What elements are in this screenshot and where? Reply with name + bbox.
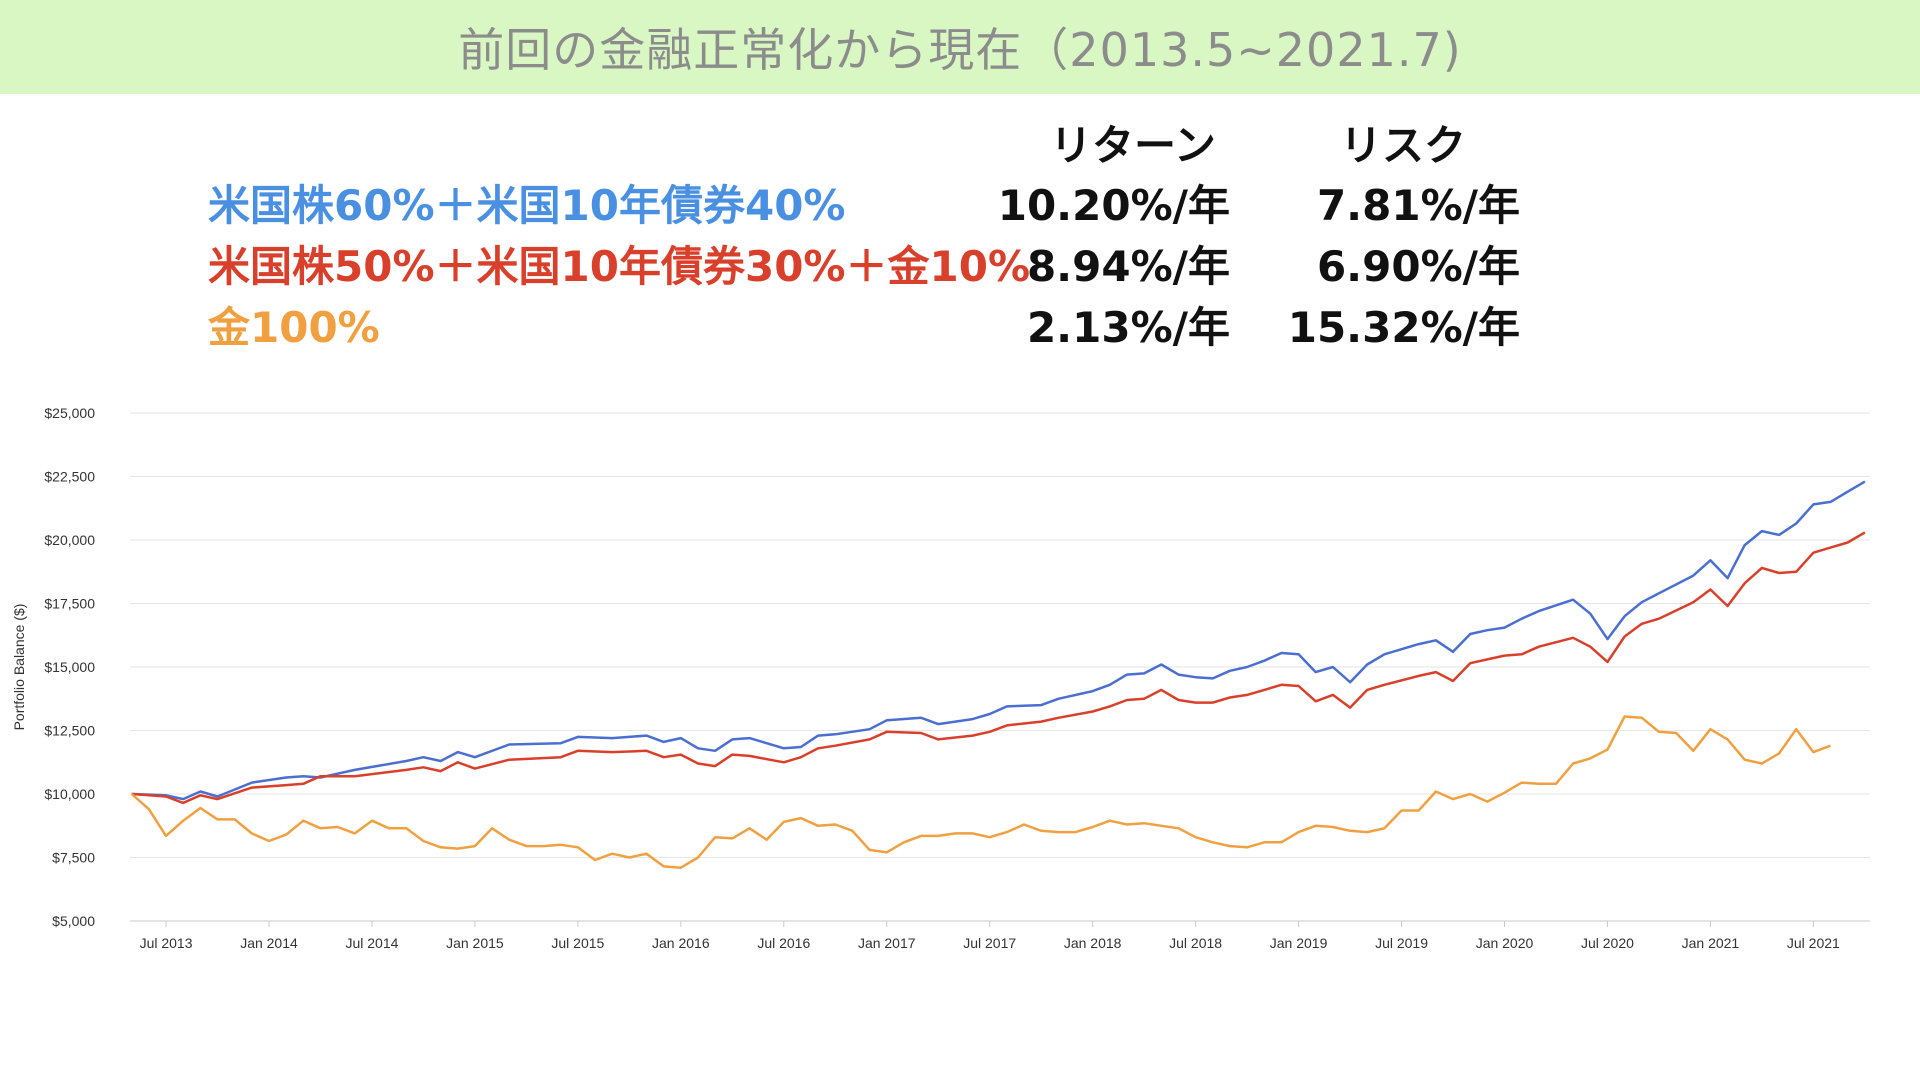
portfolio-risk-2: 6.90%/年 — [1316, 242, 1520, 291]
y-tick-label: $15,000 — [44, 659, 95, 675]
x-tick-label: Jan 2014 — [240, 935, 298, 951]
title-bar: 前回の金融正常化から現在（2013.5~2021.7) — [0, 0, 1920, 94]
y-tick-label: $20,000 — [44, 532, 95, 548]
balance-line-chart: $5,000 $7,500 $10,000 $12,500 $15,000 $17,500… — [11, 405, 1870, 951]
x-axis-ticks: Jul 2013 Jan 2014 Jul 2014 Jan 2015 Jul 2015… — [140, 921, 1840, 951]
portfolio-return-2: 8.94%/年 — [1026, 242, 1230, 291]
series-line-3 — [130, 715, 1831, 869]
y-tick-label: $17,500 — [44, 596, 95, 612]
x-tick-label: Jan 2020 — [1476, 935, 1534, 951]
x-tick-label: Jul 2013 — [140, 935, 193, 951]
x-tick-label: Jul 2019 — [1375, 935, 1428, 951]
x-tick-label: Jan 2018 — [1064, 935, 1122, 951]
chart-grid — [130, 412, 1870, 922]
x-tick-label: Jul 2016 — [757, 935, 810, 951]
y-tick-label: $5,000 — [52, 913, 95, 929]
y-axis-label: Portfolio Balance ($) — [11, 604, 27, 731]
y-tick-label: $10,000 — [44, 786, 95, 802]
series-line-2 — [131, 531, 1866, 805]
portfolio-return-3: 2.13%/年 — [1026, 303, 1230, 352]
portfolio-label-3: 金100% — [208, 303, 380, 352]
y-tick-label: $22,500 — [44, 469, 95, 485]
x-tick-label: Jan 2016 — [652, 935, 710, 951]
return-header: リターン — [1050, 121, 1216, 170]
portfolio-label-2: 米国株50%＋米国10年債券30%＋金10% — [208, 242, 1031, 291]
x-tick-label: Jul 2015 — [551, 935, 604, 951]
x-tick-label: Jan 2017 — [858, 935, 916, 951]
y-tick-label: $25,000 — [44, 405, 95, 421]
x-tick-label: Jul 2017 — [963, 935, 1016, 951]
portfolio-risk-3: 15.32%/年 — [1287, 303, 1520, 352]
x-tick-label: Jan 2021 — [1682, 935, 1740, 951]
x-tick-label: Jan 2019 — [1270, 935, 1328, 951]
y-tick-label: $12,500 — [44, 723, 95, 739]
y-axis-ticks: $5,000 $7,500 $10,000 $12,500 $15,000 $17,500… — [44, 405, 95, 929]
x-tick-label: Jul 2018 — [1169, 935, 1222, 951]
portfolio-return-1: 10.20%/年 — [997, 181, 1230, 230]
page-title: 前回の金融正常化から現在（2013.5~2021.7) — [458, 23, 1462, 77]
risk-header: リスク — [1340, 121, 1467, 170]
portfolio-risk-1: 7.81%/年 — [1316, 181, 1520, 230]
x-tick-label: Jul 2014 — [345, 935, 398, 951]
y-tick-label: $7,500 — [52, 850, 95, 866]
x-tick-label: Jan 2015 — [446, 935, 504, 951]
chart-series — [130, 480, 1866, 869]
x-tick-label: Jul 2021 — [1787, 935, 1840, 951]
x-tick-label: Jul 2020 — [1581, 935, 1634, 951]
series-line-1 — [131, 480, 1866, 801]
portfolio-label-1: 米国株60%＋米国10年債券40% — [208, 181, 846, 230]
